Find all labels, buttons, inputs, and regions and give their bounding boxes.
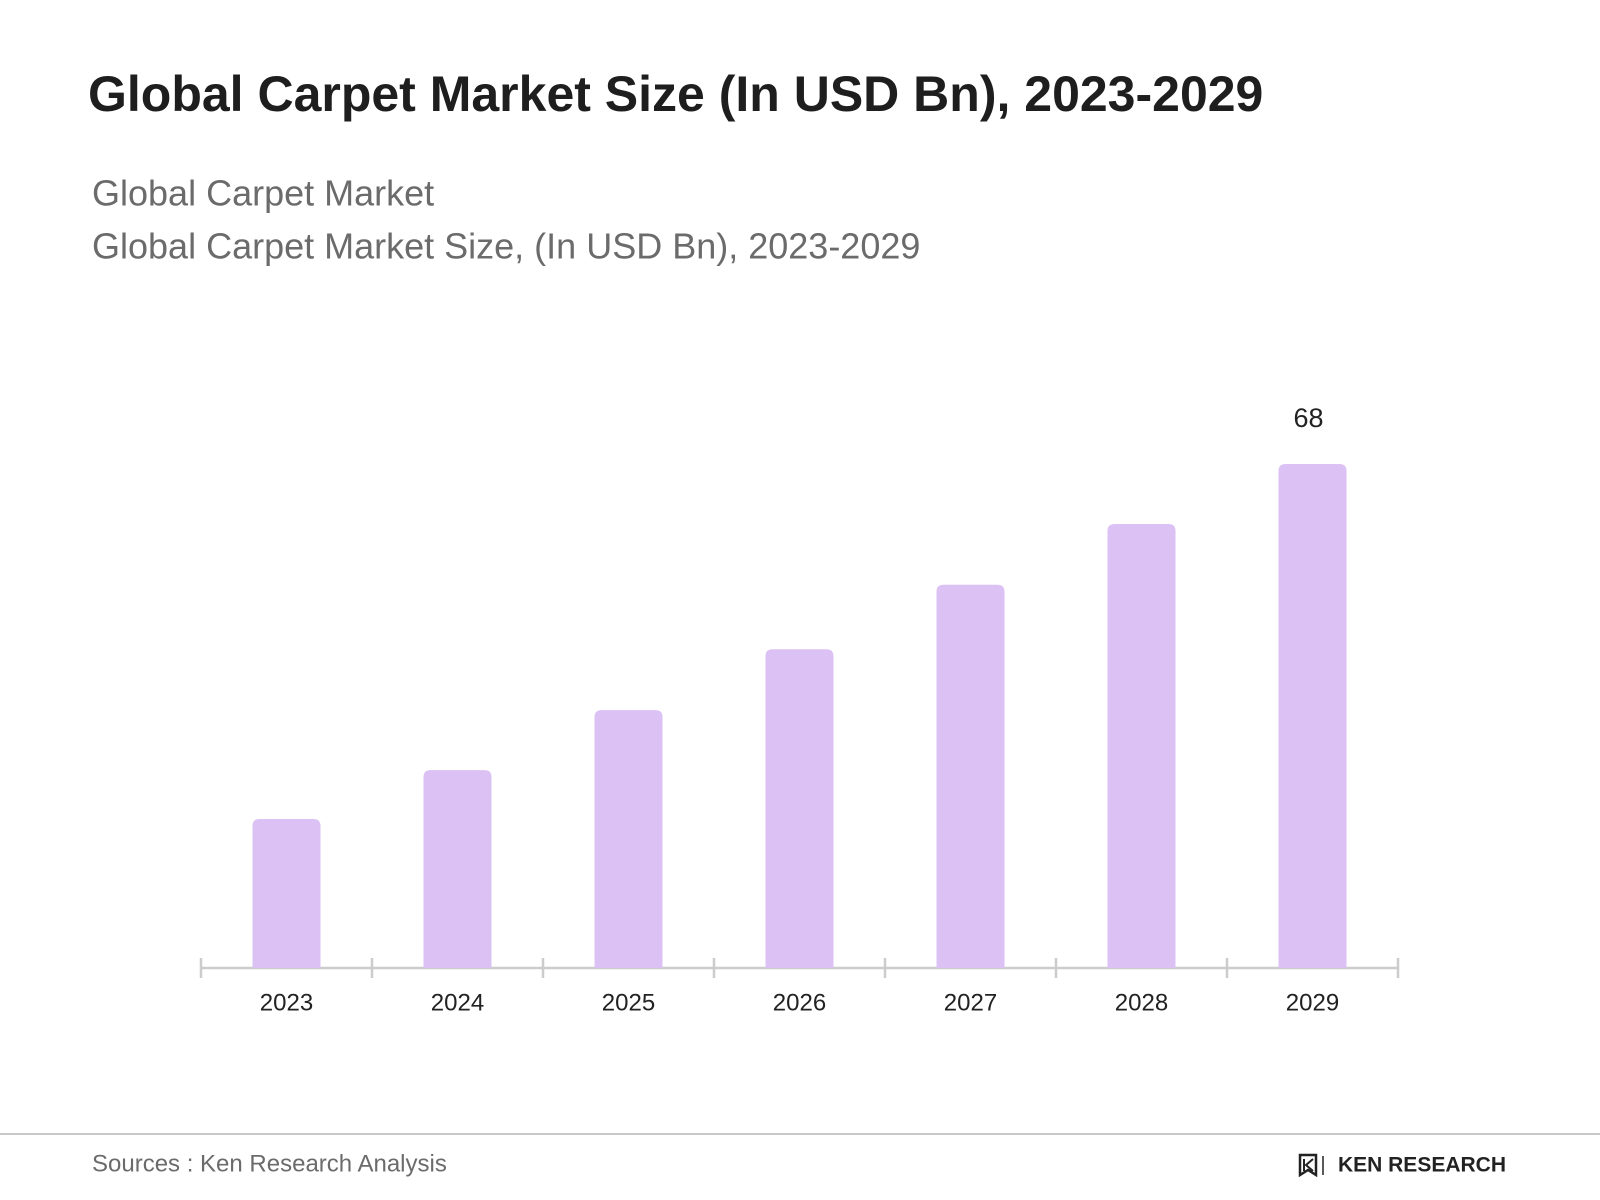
x-tick-label: 2026 bbox=[773, 989, 826, 1016]
logo-text: KEN RESEARCH bbox=[1338, 1154, 1506, 1177]
bar bbox=[1107, 524, 1176, 968]
source-note: Sources : Ken Research Analysis bbox=[92, 1150, 447, 1177]
x-tick-label: 2023 bbox=[260, 989, 313, 1016]
bar bbox=[936, 584, 1005, 968]
x-tick-label: 2027 bbox=[944, 989, 997, 1016]
bar bbox=[1278, 464, 1347, 968]
chart-title: Global Carpet Market Size (In USD Bn), 2… bbox=[88, 66, 1263, 122]
x-tick-label: 2029 bbox=[1286, 989, 1339, 1016]
chart-subtitle: Global Carpet Market bbox=[92, 173, 434, 214]
chart-subtitle: Global Carpet Market Size, (In USD Bn), … bbox=[92, 226, 920, 267]
bar bbox=[594, 710, 663, 968]
bar bbox=[252, 819, 321, 968]
data-label: 68 bbox=[1293, 403, 1323, 433]
x-tick-label: 2025 bbox=[602, 989, 655, 1016]
bar bbox=[765, 649, 834, 968]
logo-icon bbox=[1298, 1153, 1324, 1178]
x-tick-label: 2024 bbox=[431, 989, 484, 1016]
bar bbox=[423, 770, 492, 968]
x-tick-label: 2028 bbox=[1115, 989, 1168, 1016]
